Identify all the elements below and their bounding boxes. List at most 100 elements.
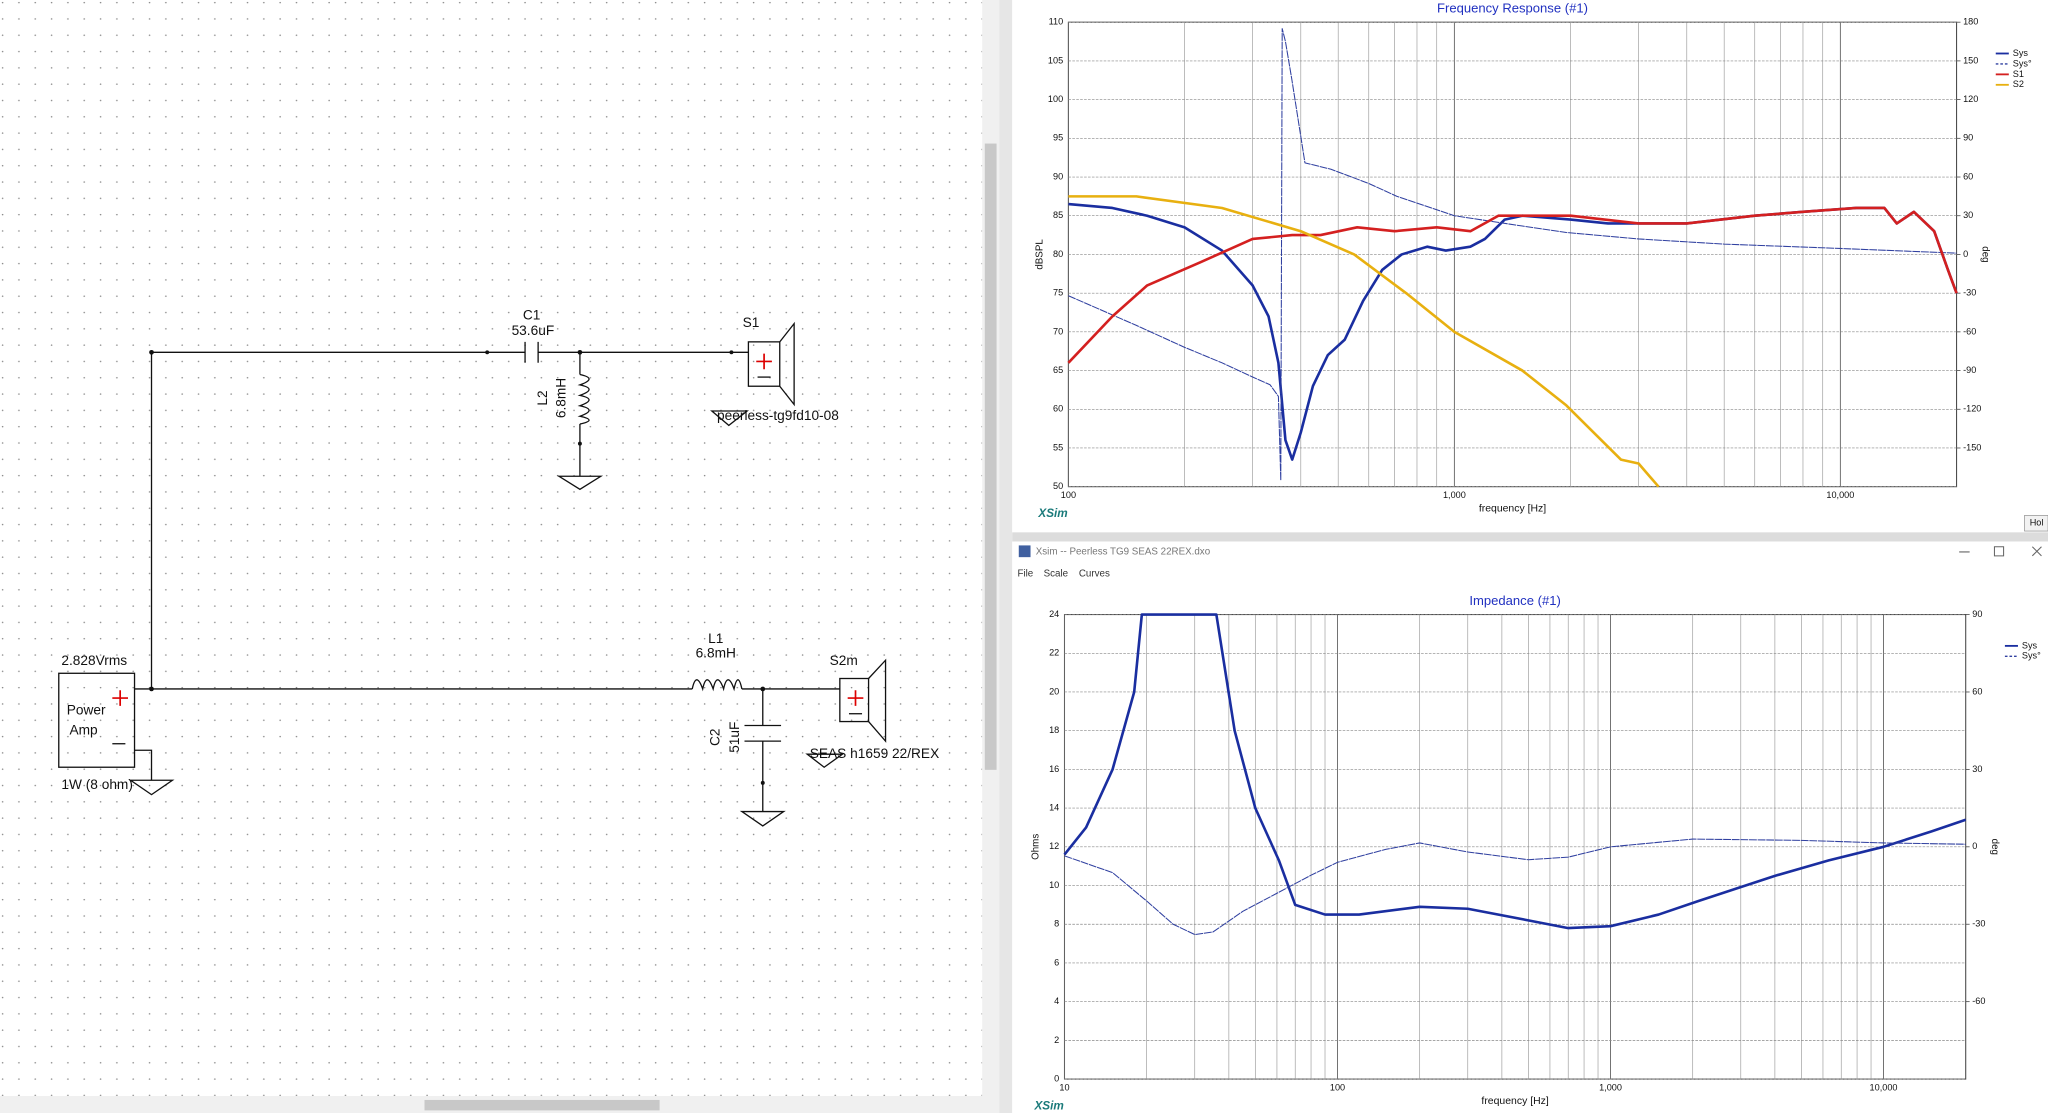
y2-tick-label: 30 xyxy=(1963,210,1973,220)
y-tick-label: 14 xyxy=(1049,803,1059,813)
s2-name: S2m xyxy=(830,653,858,668)
menu-item[interactable]: Curves xyxy=(1079,569,1110,580)
y-tick-label: 100 xyxy=(1048,94,1063,104)
legend-label: Sys xyxy=(2022,640,2038,650)
s1-name: S1 xyxy=(743,315,760,330)
y-tick-label: 18 xyxy=(1049,725,1059,735)
y-tick-label: 6 xyxy=(1054,957,1059,967)
s2-driver: SEAS h1659 22/REX xyxy=(810,746,939,761)
y2-tick-label: 30 xyxy=(1972,764,1982,774)
y-tick-label: 20 xyxy=(1049,686,1059,696)
y2-axis-label: deg xyxy=(1989,839,2000,855)
y-tick-label: 55 xyxy=(1053,442,1063,452)
chart-title: Frequency Response (#1) xyxy=(1437,1,1588,16)
y-tick-label: 75 xyxy=(1053,288,1063,298)
x-axis-label: frequency [Hz] xyxy=(1481,1096,1548,1107)
y-axis-label: dBSPL xyxy=(1034,239,1045,270)
x-tick-label: 10,000 xyxy=(1870,1083,1898,1093)
y-tick-label: 65 xyxy=(1053,365,1063,375)
y2-tick-label: -30 xyxy=(1972,919,1985,929)
legend-label: S1 xyxy=(2013,69,2024,79)
legend-label: Sys xyxy=(2013,48,2029,58)
y-tick-label: 50 xyxy=(1053,481,1063,491)
x-tick-label: 1,000 xyxy=(1599,1083,1622,1093)
y-tick-label: 2 xyxy=(1054,1035,1059,1045)
y-tick-label: 95 xyxy=(1053,133,1063,143)
hold-button-label[interactable]: Hol xyxy=(2030,518,2044,528)
legend-label: S2 xyxy=(2013,79,2024,89)
s1-driver: peerless-tg9fd10-08 xyxy=(717,408,839,423)
power-amp[interactable] xyxy=(58,672,136,768)
y2-tick-label: -60 xyxy=(1963,326,1976,336)
x-tick-label: 10,000 xyxy=(1826,490,1854,500)
watermark: XSim xyxy=(1037,507,1067,520)
y2-tick-label: -60 xyxy=(1972,996,1985,1006)
y-tick-label: 8 xyxy=(1054,919,1059,929)
y-tick-label: 4 xyxy=(1054,996,1059,1006)
speaker-s2[interactable] xyxy=(839,677,870,723)
l2-value: 6.8mH xyxy=(553,378,568,418)
amp-rating: 1W (8 ohm) xyxy=(61,777,133,792)
chart-title: Impedance (#1) xyxy=(1469,593,1560,608)
l2-name: L2 xyxy=(535,390,550,405)
y-tick-label: 16 xyxy=(1049,764,1059,774)
c2-value: 51uF xyxy=(727,722,742,753)
y-tick-label: 12 xyxy=(1049,841,1059,851)
app-icon xyxy=(1018,545,1031,558)
c2-name: C2 xyxy=(707,728,722,745)
y-tick-label: 110 xyxy=(1049,17,1064,27)
x-tick-label: 1,000 xyxy=(1443,490,1466,500)
watermark: XSim xyxy=(1033,1100,1063,1113)
x-tick-label: 100 xyxy=(1330,1083,1345,1093)
y2-tick-label: 0 xyxy=(1972,841,1977,851)
c1-name: C1 xyxy=(523,307,541,322)
l1-name: L1 xyxy=(708,631,723,646)
y2-tick-label: 0 xyxy=(1963,249,1968,259)
y2-tick-label: 150 xyxy=(1963,55,1978,65)
series-line xyxy=(1067,206,1958,364)
window-title: Xsim -- Peerless TG9 SEAS 22REX.dxo xyxy=(1036,547,1211,558)
y-tick-label: 60 xyxy=(1053,404,1063,414)
series-line xyxy=(1063,613,1967,930)
amp-label: Power xyxy=(67,703,106,718)
amp-label: Amp xyxy=(70,722,99,737)
y2-tick-label: 60 xyxy=(1972,686,1982,696)
y2-tick-label: -120 xyxy=(1963,404,1981,414)
y2-tick-label: 60 xyxy=(1963,171,1973,181)
y-axis-label: Ohms xyxy=(1030,834,1041,860)
x-tick-label: 100 xyxy=(1061,490,1076,500)
y-tick-label: 10 xyxy=(1049,880,1059,890)
series-line xyxy=(1064,838,1966,936)
y-tick-label: 22 xyxy=(1049,648,1059,658)
y-tick-label: 105 xyxy=(1048,55,1063,65)
y2-tick-label: 120 xyxy=(1963,94,1978,104)
l1-value: 6.8mH xyxy=(696,645,736,660)
y-tick-label: 70 xyxy=(1053,326,1063,336)
series-line xyxy=(1068,28,1957,481)
menu-item[interactable]: File xyxy=(1017,569,1033,580)
y2-tick-label: 90 xyxy=(1972,609,1982,619)
y-tick-label: 24 xyxy=(1049,609,1059,619)
y2-tick-label: 180 xyxy=(1963,17,1978,27)
speaker-s1[interactable] xyxy=(747,341,781,387)
y2-tick-label: -150 xyxy=(1963,442,1981,452)
schematic-panel: 2.828Vrms Power Amp 1W (8 ohm) C1 53.6uF… xyxy=(0,0,1013,1113)
y2-tick-label: -90 xyxy=(1963,365,1976,375)
x-tick-label: 10 xyxy=(1059,1083,1069,1093)
y-tick-label: 85 xyxy=(1053,210,1063,220)
y2-axis-label: deg xyxy=(1980,246,1991,262)
charts: 100 1,000 10,00050556065707580859095100105… xyxy=(1030,1,2041,1113)
source-voltage: 2.828Vrms xyxy=(61,653,127,668)
menu-item[interactable]: Scale xyxy=(1044,569,1068,580)
window-controls[interactable] xyxy=(1959,546,2042,557)
x-axis-label: frequency [Hz] xyxy=(1479,504,1546,515)
legend-label: Sys° xyxy=(2013,58,2032,68)
series-line xyxy=(1068,195,1660,488)
y-tick-label: 90 xyxy=(1053,171,1063,181)
y2-tick-label: -30 xyxy=(1963,288,1976,298)
y2-tick-label: 90 xyxy=(1963,133,1973,143)
y-tick-label: 80 xyxy=(1053,249,1063,259)
y-tick-label: 0 xyxy=(1054,1073,1059,1083)
legend-label: Sys° xyxy=(2022,651,2041,661)
c1-value: 53.6uF xyxy=(512,323,555,338)
